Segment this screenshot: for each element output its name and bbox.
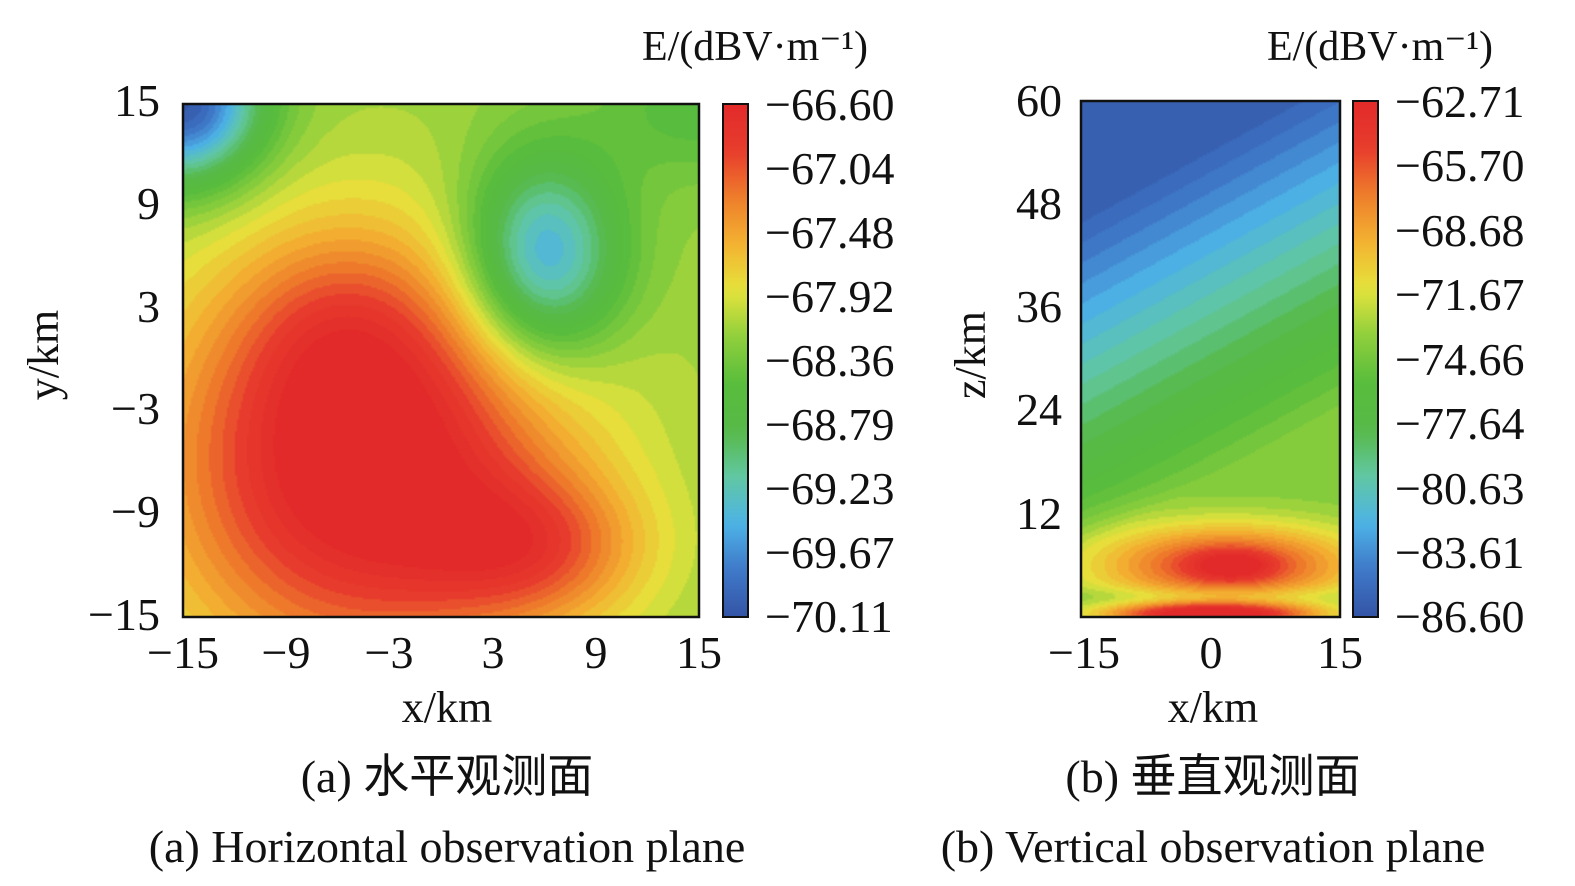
panel-a-xtick: −3: [365, 627, 414, 678]
panel-a-colorbar-tick: −68.79: [765, 399, 894, 450]
panel-b-ytick: 48: [1016, 178, 1062, 229]
panel-a-ytick: −3: [111, 383, 160, 434]
panel-a-colorbar-tick: −70.11: [765, 591, 893, 642]
panel-b-caption-cn: (b) 垂直观测面: [1065, 751, 1360, 802]
panel-a-xtick: −15: [147, 627, 219, 678]
panel-b-ytick: 24: [1016, 384, 1062, 435]
panel-a-ytick: −15: [88, 589, 160, 640]
panel-a-ytick: 3: [137, 281, 160, 332]
panel-a-ytick: −9: [111, 486, 160, 537]
panel-a-y-axis-label: y/km: [19, 310, 68, 400]
panel-b-colorbar: −62.71 −65.70 −68.68 −71.67 −74.66 −77.6…: [1352, 76, 1524, 642]
panel-b-colorbar-tick: −74.66: [1395, 334, 1524, 385]
panel-b-colorbar-scale: [1353, 101, 1378, 617]
panel-b-heatmap: [1081, 101, 1340, 617]
panel-b-x-axis-label: x/km: [1168, 683, 1258, 732]
panel-b-colorbar-tick: −83.61: [1395, 527, 1524, 578]
panel-b-y-axis-label: z/km: [946, 311, 995, 399]
panel-b-colorbar-tick: −62.71: [1395, 76, 1524, 127]
panel-a-heatmap: [183, 104, 699, 617]
panel-b-colorbar-tick: −68.68: [1395, 205, 1524, 256]
panel-a-colorbar: −66.60 −67.04 −67.48 −67.92 −68.36 −68.7…: [722, 79, 894, 642]
panel-b-colorbar-frame: [1352, 100, 1379, 618]
panel-b-colorbar-tick: −86.60: [1395, 591, 1524, 642]
panel-a-colorbar-scale: [723, 104, 748, 617]
panel-a-colorbar-tick: −68.36: [765, 335, 894, 386]
panel-a-caption-cn: (a) 水平观测面: [301, 751, 594, 802]
panel-b-colorbar-title: E/(dBV·m⁻¹): [1267, 24, 1493, 70]
panel-b-ytick: 12: [1016, 488, 1062, 539]
panel-a-plot-frame: [181, 102, 701, 619]
panel-b: E/(dBV·m⁻¹) z/km 60 48 36 24 12 −15 0 15…: [941, 24, 1525, 872]
panel-b-ytick: 60: [1016, 75, 1062, 126]
panel-a-caption-en: (a) Horizontal observation plane: [149, 821, 746, 872]
panel-a-ytick: 15: [114, 75, 160, 126]
panel-b-ytick: 36: [1016, 281, 1062, 332]
panel-b-colorbar-tick: −80.63: [1395, 463, 1524, 514]
panel-a-colorbar-tick: −67.48: [765, 207, 894, 258]
panel-a-colorbar-frame: [722, 103, 749, 618]
panel-b-caption-en: (b) Vertical observation plane: [941, 821, 1486, 872]
panel-b-colorbar-tick: −71.67: [1395, 269, 1524, 320]
panel-a-xtick: −9: [262, 627, 311, 678]
panel-a-colorbar-tick: −69.67: [765, 527, 894, 578]
panel-b-plot-frame: [1079, 99, 1342, 619]
panel-a-xtick: 15: [676, 627, 722, 678]
panel-a-colorbar-tick: −67.04: [765, 143, 894, 194]
panel-b-xtick: −15: [1048, 627, 1120, 678]
panel-a-xtick: 3: [482, 627, 505, 678]
panel-b-xtick: 15: [1317, 627, 1363, 678]
panel-a-colorbar-title: E/(dBV·m⁻¹): [642, 24, 868, 70]
panel-a-colorbar-tick: −66.60: [765, 79, 894, 130]
panel-a-colorbar-tick: −69.23: [765, 463, 894, 514]
panel-b-colorbar-tick: −65.70: [1395, 140, 1524, 191]
panel-a-ytick: 9: [137, 178, 160, 229]
panel-a: E/(dBV·m⁻¹) y/km 15 9 3 −3 −9 −15 −15 −9…: [19, 24, 894, 872]
panel-a-xtick: 9: [585, 627, 608, 678]
panel-b-colorbar-tick: −77.64: [1395, 398, 1524, 449]
panel-b-xtick: 0: [1200, 627, 1223, 678]
panel-a-x-axis-label: x/km: [402, 683, 492, 732]
panel-a-colorbar-tick: −67.92: [765, 271, 894, 322]
